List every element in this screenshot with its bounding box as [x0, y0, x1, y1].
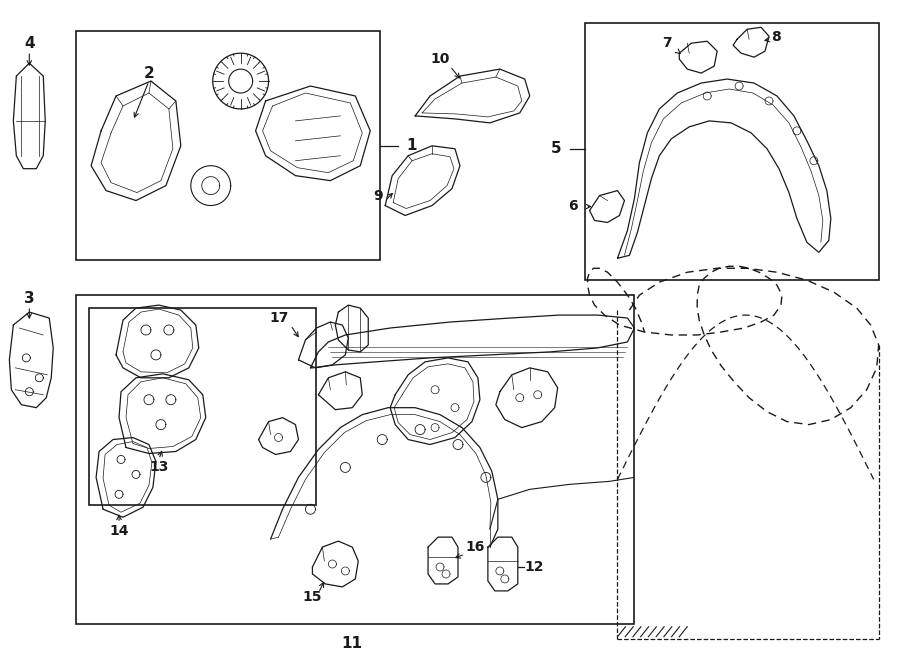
Bar	[76, 31, 380, 260]
Text: 1: 1	[406, 138, 417, 153]
Text: 16: 16	[465, 540, 484, 554]
Text: 2: 2	[144, 65, 154, 81]
Text: 6: 6	[568, 198, 578, 213]
Text: 15: 15	[302, 590, 322, 604]
Text: 3: 3	[24, 291, 34, 305]
Text: 14: 14	[109, 524, 129, 538]
Text: 8: 8	[771, 30, 781, 44]
Text: 10: 10	[430, 52, 450, 66]
Text: 13: 13	[149, 461, 168, 475]
Bar	[585, 23, 878, 280]
Text: 17: 17	[269, 311, 289, 325]
Text: 4: 4	[24, 36, 34, 51]
Bar	[76, 295, 634, 624]
Text: 11: 11	[342, 636, 363, 651]
Text: 12: 12	[525, 560, 544, 574]
Text: 7: 7	[662, 36, 671, 50]
Text: 9: 9	[374, 188, 383, 202]
Bar	[89, 308, 317, 505]
Text: 5: 5	[551, 141, 562, 156]
